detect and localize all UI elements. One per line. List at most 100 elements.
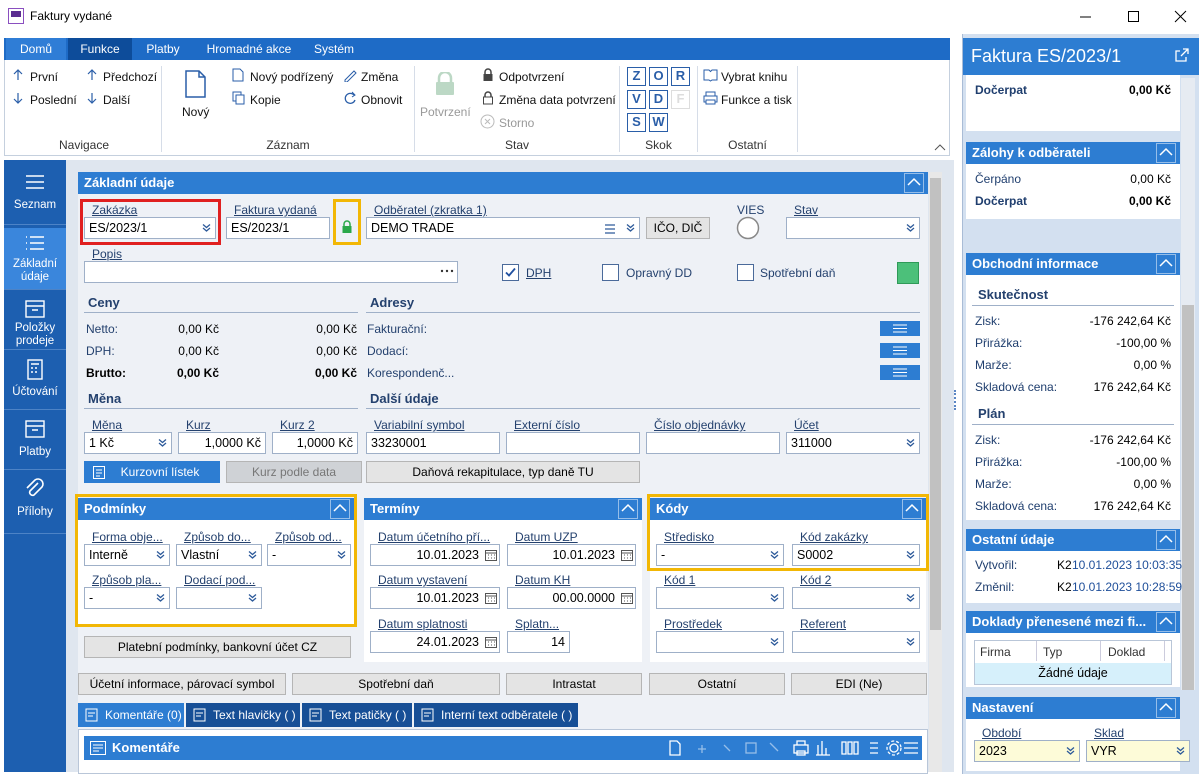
input-field[interactable]: Vlastní [176,544,262,566]
input-field[interactable]: 10.01.2023 [507,544,636,566]
button[interactable]: Účetní informace, párovací symbol [78,673,286,695]
dropdown-icon[interactable] [248,550,258,560]
input-field[interactable]: DEMO TRADE [366,217,640,239]
collapse-button[interactable] [1156,612,1176,632]
button[interactable]: Spotřební daň [292,673,500,695]
jump-button[interactable]: W [649,113,668,132]
calendar-icon[interactable] [485,636,497,648]
input-field[interactable]: - [267,544,351,566]
input-field[interactable]: 10.01.2023 [370,544,500,566]
button[interactable]: Platební podmínky, bankovní účet CZ [84,636,351,658]
input-field[interactable] [792,631,920,653]
input-field[interactable]: 2023 [974,740,1080,762]
input-field[interactable]: 33230001 [366,432,500,454]
input-field[interactable]: 1,0000 Kč [178,432,266,454]
dropdown-icon[interactable] [770,593,780,603]
address-button[interactable] [880,321,920,336]
input-field[interactable]: 1 Kč [84,432,172,454]
side-scroll-thumb[interactable] [1182,305,1194,690]
calendar-icon[interactable] [485,592,497,604]
popout-icon[interactable] [1175,48,1189,62]
ribbon-button[interactable]: Změna data potvrzení [499,93,616,107]
ribbon-button[interactable]: Potvrzení [420,105,471,119]
input-field[interactable]: 24.01.2023 [370,631,500,653]
nav-item[interactable]: Seznam [4,163,66,225]
ribbon-collapse[interactable] [932,140,948,154]
ribbon-button[interactable]: Obnovit [361,93,403,107]
button[interactable]: Ostatní [649,673,785,695]
content-tab[interactable]: Interní text odběratele ( ) [414,703,578,727]
dropdown-icon[interactable] [906,438,916,448]
calendar-icon[interactable] [621,592,633,604]
checkbox[interactable] [737,264,754,281]
input-field[interactable]: 311000 [786,432,920,454]
checkbox[interactable] [602,264,619,281]
input-field[interactable]: 1,0000 Kč [272,432,358,454]
calendar-icon[interactable] [485,549,497,561]
dropdown-icon[interactable] [906,593,916,603]
input-field[interactable]: - [84,587,170,609]
dropdown-icon[interactable] [158,438,168,448]
ribbon-button[interactable]: Kopie [250,93,281,107]
dropdown-icon[interactable] [906,223,916,233]
dropdown-icon[interactable] [626,223,636,233]
input-field[interactable]: VYR [1086,740,1190,762]
input-field[interactable]: ES/2023/1 [226,217,330,239]
ribbon-button[interactable]: Poslední [30,93,77,107]
dropdown-icon[interactable] [906,637,916,647]
nav-item[interactable]: Základní údaje [4,228,66,290]
address-button[interactable] [880,343,920,358]
dropdown-icon[interactable] [337,550,347,560]
dropdown-icon[interactable] [202,223,212,233]
input-field[interactable]: - [656,544,784,566]
ribbon-button[interactable]: Funkce a tisk [721,93,792,107]
ribbon-button[interactable]: První [30,70,59,84]
collapse-button[interactable] [618,499,638,519]
jump-button[interactable]: Z [627,67,646,86]
input-field[interactable] [786,217,920,239]
dropdown-icon[interactable] [770,637,780,647]
dropdown-icon[interactable] [156,593,166,603]
dropdown-icon[interactable] [1176,746,1186,756]
input-field[interactable] [792,587,920,609]
content-tab[interactable]: Komentáře (0) [78,703,184,727]
ribbon-button[interactable]: Změna [361,70,399,84]
input-field[interactable]: ES/2023/1 [84,217,216,239]
ribbon-button[interactable]: Další [103,93,131,107]
dropdown-icon[interactable] [1066,746,1076,756]
jump-button[interactable]: V [627,90,646,109]
ribbon-button[interactable]: Nový [182,105,210,119]
jump-button[interactable]: D [649,90,668,109]
collapse-button[interactable] [1156,143,1176,163]
ribbon-button[interactable]: Předchozí [103,70,158,84]
nav-item[interactable]: Platby [4,410,66,470]
address-button[interactable] [880,365,920,380]
input-field[interactable]: S0002 [792,544,920,566]
ellipsis-icon[interactable] [440,268,454,274]
collapse-button[interactable] [1156,530,1176,550]
input-field[interactable] [656,631,784,653]
dropdown-icon[interactable] [906,550,916,560]
button[interactable]: Kurz podle data [226,461,362,483]
input-field[interactable] [176,587,262,609]
ribbon-button[interactable]: Odpotvrzení [499,70,565,84]
dropdown-icon[interactable] [770,550,780,560]
nav-item[interactable]: Položky prodeje [4,290,66,350]
jump-button[interactable]: O [649,67,668,86]
input-field[interactable]: 00.00.0000 [507,587,636,609]
ribbon-button[interactable]: Nový podřízený [250,70,334,84]
jump-button[interactable]: R [671,67,690,86]
collapse-button[interactable] [1156,254,1176,274]
nav-item[interactable]: Přílohy [4,470,66,534]
ribbon-tab[interactable]: Domů [6,38,66,60]
ribbon-tab[interactable]: Platby [146,42,180,56]
button[interactable]: Daňová rekapitulace, typ daně TU [366,461,640,483]
ribbon-tab[interactable]: Hromadné akce [206,42,292,56]
ribbon-button[interactable]: Storno [499,116,535,130]
collapse-button[interactable] [904,173,924,193]
button[interactable]: Kurzovní lístek [84,461,220,483]
window-controls[interactable] [1070,6,1200,28]
dropdown-icon[interactable] [248,593,258,603]
dropdown-icon[interactable] [156,550,166,560]
collapse-button[interactable] [1156,698,1176,718]
